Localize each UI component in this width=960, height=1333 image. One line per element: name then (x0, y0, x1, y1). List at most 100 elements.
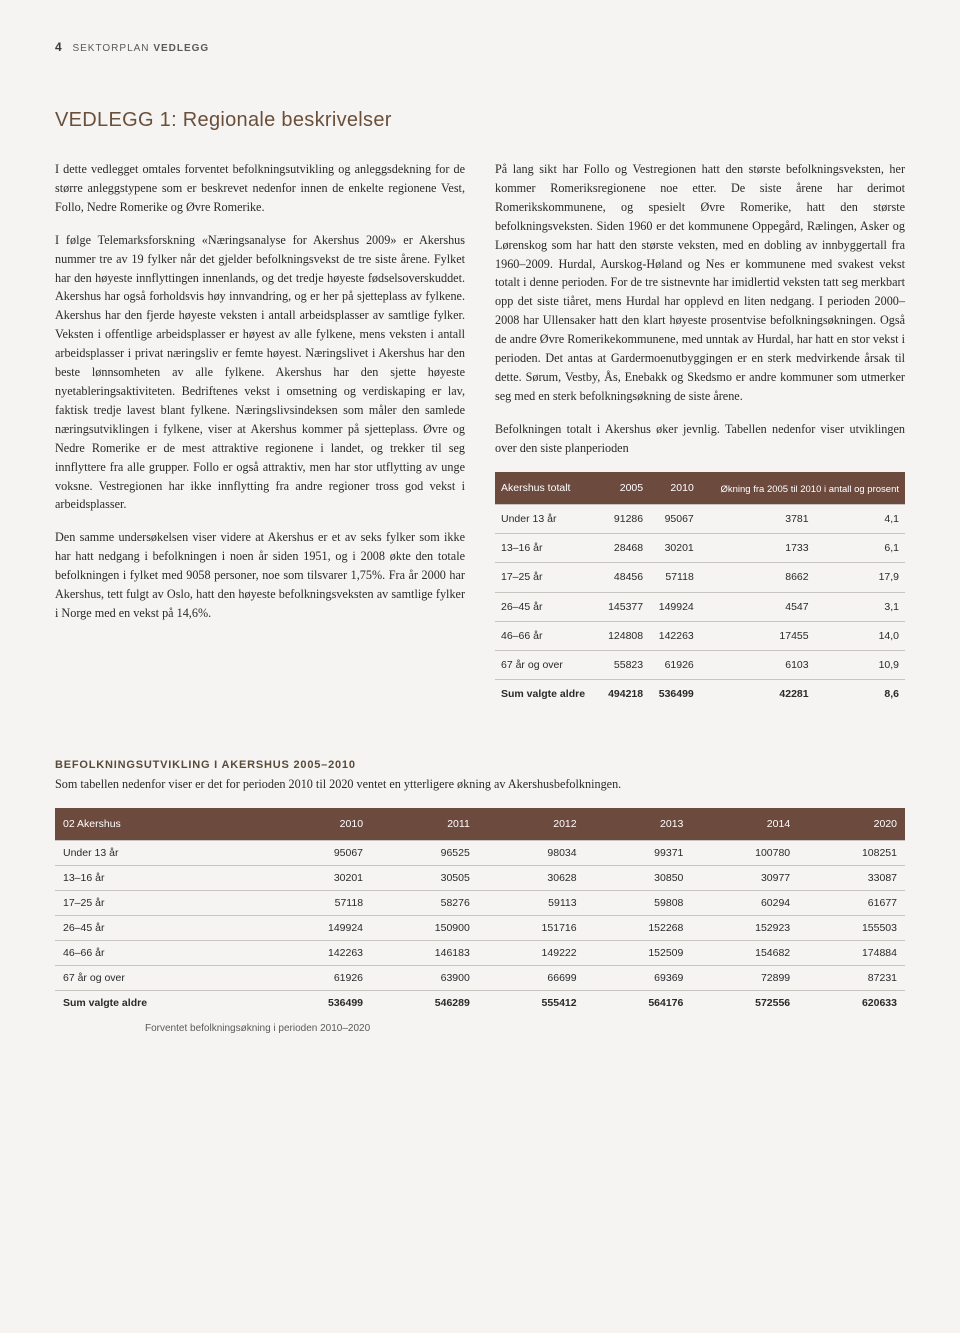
table-row: 17–25 år571185827659113598086029461677 (55, 890, 905, 915)
body-paragraph: Befolkningen totalt i Akershus øker jevn… (495, 420, 905, 458)
table-cell: 17–25 år (55, 890, 264, 915)
table-cell: 59113 (478, 890, 585, 915)
table-cell: Under 13 år (55, 840, 264, 865)
table-cell: Sum valgte aldre (55, 990, 264, 1015)
table-cell: 13–16 år (495, 534, 598, 563)
table-cell: 30850 (585, 865, 692, 890)
table-cell: 155503 (798, 915, 905, 940)
table-cell: 30201 (649, 534, 700, 563)
table-header: Akershus totalt 2005 2010 Økning fra 200… (495, 472, 905, 505)
table-header-cell: 02 Akershus (55, 808, 264, 841)
table-header-cell: 2011 (371, 808, 478, 841)
table-cell: 17455 (700, 621, 815, 650)
header-section: SEKTORPLAN (72, 43, 149, 54)
table-cell: 46–66 år (495, 621, 598, 650)
table-cell: 72899 (691, 965, 798, 990)
table-body: Under 13 år95067965259803499371100780108… (55, 840, 905, 1015)
table-cell: 28468 (598, 534, 649, 563)
left-column: I dette vedlegget omtales forventet befo… (55, 160, 465, 709)
table-cell: 145377 (598, 592, 649, 621)
table-row: 13–16 år284683020117336,1 (495, 534, 905, 563)
table-cell: 4,1 (815, 504, 905, 533)
header-subsection: VEDLEGG (153, 43, 209, 54)
table-cell: 149222 (478, 940, 585, 965)
table-cell: Sum valgte aldre (495, 680, 598, 709)
table-cell: 3781 (700, 504, 815, 533)
table-row: 26–45 år14992415090015171615226815292315… (55, 915, 905, 940)
table-cell: 6103 (700, 651, 815, 680)
section-heading: BEFOLKNINGSUTVIKLING I AKERSHUS 2005–201… (55, 759, 905, 771)
table-cell: 60294 (691, 890, 798, 915)
table-header-cell: 2005 (598, 472, 649, 505)
body-paragraph: I dette vedlegget omtales forventet befo… (55, 160, 465, 217)
table-cell: 46–66 år (55, 940, 264, 965)
body-paragraph: Den samme undersøkelsen viser videre at … (55, 528, 465, 623)
two-column-layout: I dette vedlegget omtales forventet befo… (55, 160, 905, 709)
table-cell: 61926 (264, 965, 371, 990)
table-cell: 58276 (371, 890, 478, 915)
table-cell: 66699 (478, 965, 585, 990)
table-cell: Under 13 år (495, 504, 598, 533)
table-header-cell: Akershus totalt (495, 472, 598, 505)
table-cell: 149924 (649, 592, 700, 621)
table-cell: 555412 (478, 990, 585, 1015)
table-cell: 99371 (585, 840, 692, 865)
table-cell: 149924 (264, 915, 371, 940)
table-row: Sum valgte aldre494218536499422818,6 (495, 680, 905, 709)
table-cell: 572556 (691, 990, 798, 1015)
table-cell: 142263 (264, 940, 371, 965)
table-cell: 150900 (371, 915, 478, 940)
table-header-cell: 2013 (585, 808, 692, 841)
table-row: 46–66 år14226314618314922215250915468217… (55, 940, 905, 965)
table-cell: 30628 (478, 865, 585, 890)
table-cell: 10,9 (815, 651, 905, 680)
table-cell: 30977 (691, 865, 798, 890)
table-cell: 174884 (798, 940, 905, 965)
table-cell: 69369 (585, 965, 692, 990)
table-cell: 4547 (700, 592, 815, 621)
table-cell: 30505 (371, 865, 478, 890)
table-cell: 1733 (700, 534, 815, 563)
table-header-cell: 2020 (798, 808, 905, 841)
table-row: 26–45 år14537714992445473,1 (495, 592, 905, 621)
table-cell: 96525 (371, 840, 478, 865)
table-row: 67 år og over5582361926610310,9 (495, 651, 905, 680)
table-cell: 48456 (598, 563, 649, 592)
population-table-2: 02 Akershus201020112012201320142020 Unde… (55, 808, 905, 1015)
table-cell: 494218 (598, 680, 649, 709)
table-cell: 55823 (598, 651, 649, 680)
table-cell: 30201 (264, 865, 371, 890)
table-row: 13–16 år302013050530628308503097733087 (55, 865, 905, 890)
table-cell: 87231 (798, 965, 905, 990)
table-cell: 100780 (691, 840, 798, 865)
table-cell: 14,0 (815, 621, 905, 650)
table-cell: 536499 (264, 990, 371, 1015)
table-cell: 59808 (585, 890, 692, 915)
page-header: 4 SEKTORPLAN VEDLEGG (55, 40, 905, 54)
body-paragraph: I følge Telemarksforskning «Næringsanaly… (55, 231, 465, 515)
table-cell: 152268 (585, 915, 692, 940)
table-cell: 154682 (691, 940, 798, 965)
section-intro: Som tabellen nedenfor viser er det for p… (55, 775, 905, 794)
table-row: 17–25 år4845657118866217,9 (495, 563, 905, 592)
table-cell: 17,9 (815, 563, 905, 592)
table-cell: 26–45 år (55, 915, 264, 940)
table-cell: 98034 (478, 840, 585, 865)
table-cell: 8,6 (815, 680, 905, 709)
table-header: 02 Akershus201020112012201320142020 (55, 808, 905, 841)
table-cell: 3,1 (815, 592, 905, 621)
table-cell: 108251 (798, 840, 905, 865)
table-header-cell: 2010 (264, 808, 371, 841)
table-cell: 95067 (264, 840, 371, 865)
table-cell: 42281 (700, 680, 815, 709)
table-row: Under 13 år912869506737814,1 (495, 504, 905, 533)
table1-container: Akershus totalt 2005 2010 Økning fra 200… (495, 472, 905, 709)
table-cell: 142263 (649, 621, 700, 650)
table-cell: 151716 (478, 915, 585, 940)
table-cell: 546289 (371, 990, 478, 1015)
table-header-cell: 2012 (478, 808, 585, 841)
right-column: På lang sikt har Follo og Vestregionen h… (495, 160, 905, 709)
population-table-1: Akershus totalt 2005 2010 Økning fra 200… (495, 472, 905, 709)
table-cell: 57118 (649, 563, 700, 592)
table-cell: 8662 (700, 563, 815, 592)
